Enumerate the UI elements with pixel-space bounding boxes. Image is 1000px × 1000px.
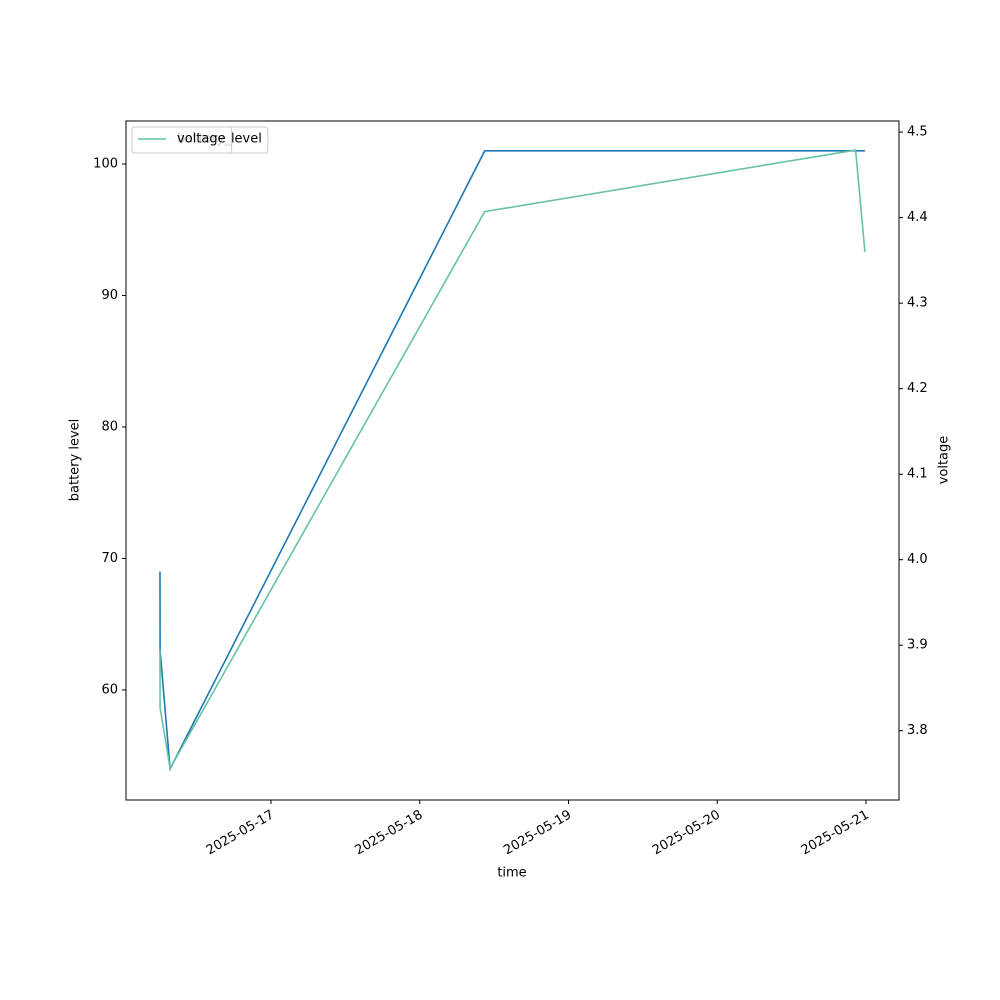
y-tick-label: 100 bbox=[93, 156, 118, 171]
legend-label: voltage bbox=[177, 132, 226, 147]
y-tick-label: 80 bbox=[101, 419, 118, 434]
x-axis-label: time bbox=[497, 866, 526, 881]
plot-frame bbox=[125, 120, 900, 801]
y2-tick-label: 4.5 bbox=[907, 125, 928, 140]
y-tick-label: 70 bbox=[101, 551, 118, 566]
y2-tick-label: 3.9 bbox=[907, 638, 928, 653]
series-line bbox=[159, 150, 865, 772]
y-tick-label: 90 bbox=[101, 288, 118, 303]
y2-tick-label: 4.3 bbox=[907, 296, 928, 311]
y2-tick-label: 4.2 bbox=[907, 381, 928, 396]
x-tick-label: 2025-05-21 bbox=[799, 808, 872, 859]
y2-tick-label: 4.4 bbox=[907, 210, 928, 225]
x-tick-label: 2025-05-17 bbox=[204, 808, 277, 859]
series-line bbox=[159, 149, 866, 771]
y-axis-label: battery level bbox=[68, 419, 83, 502]
y2-tick-label: 4.0 bbox=[907, 552, 928, 567]
legend-box bbox=[131, 126, 233, 154]
x-tick-label: 2025-05-20 bbox=[650, 808, 723, 859]
legend: voltage bbox=[131, 126, 233, 154]
y-tick-label: 60 bbox=[101, 682, 118, 697]
y2-axis-label: voltage bbox=[937, 436, 952, 485]
x-tick-label: 2025-05-19 bbox=[501, 808, 574, 859]
y2-tick-label: 3.8 bbox=[907, 723, 928, 738]
x-tick-label: 2025-05-18 bbox=[353, 808, 426, 859]
y2-tick-label: 4.1 bbox=[907, 467, 928, 482]
